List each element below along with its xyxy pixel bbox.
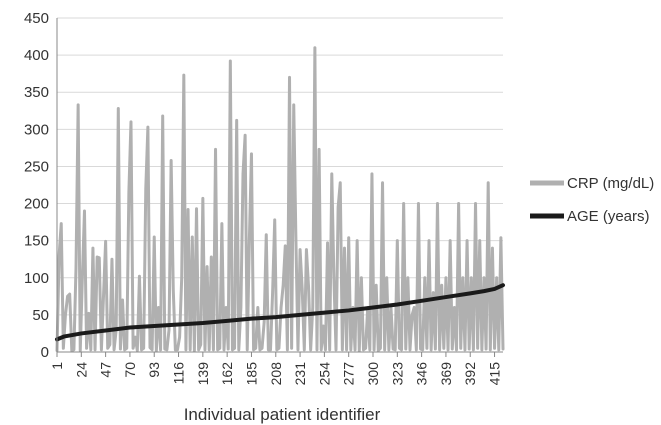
y-tick-label-350: 350 [24,84,49,101]
x-tick-label-116: 116 [171,362,187,385]
y-tick-label-100: 100 [24,270,49,287]
x-tick-label-70: 70 [122,362,138,378]
y-tick-label-300: 300 [24,121,49,138]
x-tick-label-93: 93 [146,362,162,378]
x-tick-label-254: 254 [316,362,332,386]
series-line-age [55,283,505,342]
x-tick-label-185: 185 [243,362,259,386]
x-tick-label-139: 139 [195,362,211,386]
series-line-crp [55,46,505,353]
x-tick-label-162: 162 [219,362,235,386]
x-axis-title: Individual patient identifier [184,405,381,424]
y-tick-label-150: 150 [24,233,49,250]
series-layer [55,46,505,353]
x-tick-label-1: 1 [49,362,65,370]
x-tick-labels: 1 24 47 70 93 116 139 162 185 208 231 254 277 300 323 3… [49,362,503,386]
legend-item-crp: CRP (mg/dL) [530,175,654,192]
y-tick-label-0: 0 [41,344,49,361]
x-tick-label-300: 300 [365,362,381,386]
x-tick-label-392: 392 [462,362,478,386]
x-tick-label-346: 346 [414,362,430,386]
y-tick-label-250: 250 [24,158,49,175]
x-tick-label-369: 369 [438,362,454,386]
x-tick-label-323: 323 [389,362,405,386]
legend: CRP (mg/dL) AGE (years) [530,175,654,225]
x-tick-label-47: 47 [98,362,114,378]
x-tick-label-277: 277 [341,362,357,386]
y-tick-label-50: 50 [32,307,49,324]
axis-layer [56,18,503,357]
x-tick-label-208: 208 [268,362,284,386]
legend-label-crp: CRP (mg/dL) [567,175,654,192]
x-tick-label-415: 415 [487,362,503,386]
x-tick-label-24: 24 [73,362,89,378]
x-tick-label-231: 231 [292,362,308,386]
legend-label-age: AGE (years) [567,208,650,225]
y-tick-label-400: 400 [24,47,49,64]
y-tick-labels: 0 50 100 150 200 250 300 350 400 450 [24,10,49,361]
y-tick-label-450: 450 [24,10,49,27]
legend-item-age: AGE (years) [530,208,650,225]
y-tick-label-200: 200 [24,196,49,213]
